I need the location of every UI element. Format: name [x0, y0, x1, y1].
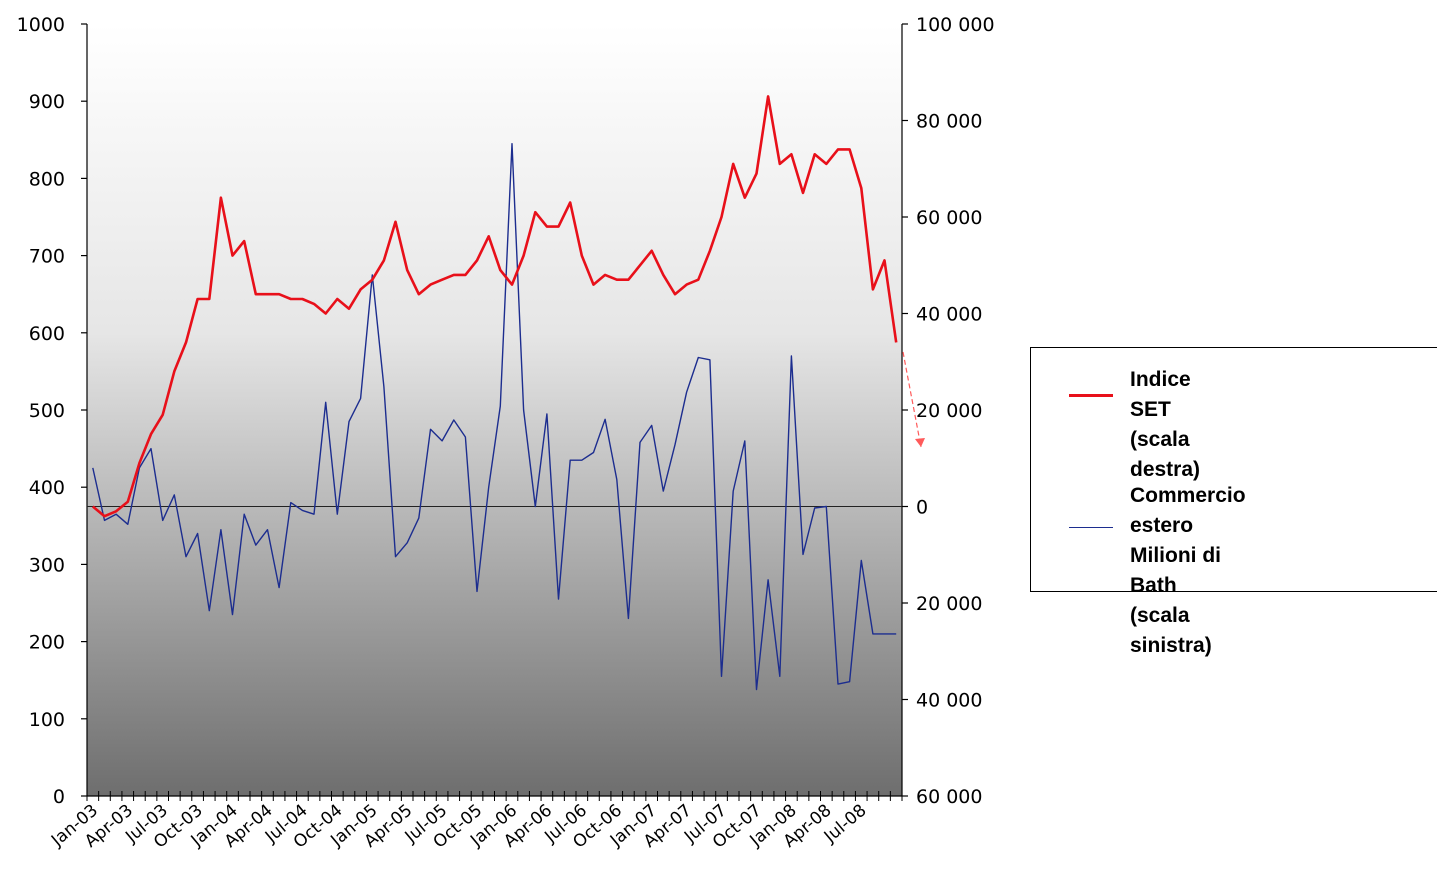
left-tick-label: 300: [29, 554, 65, 576]
left-tick-label: 0: [53, 786, 65, 808]
series-line-commercio-estero: [92, 142, 897, 691]
legend-label-set: Indice SET (scala destra): [1130, 368, 1201, 481]
trend-arrow: [902, 351, 922, 448]
trend-arrow-head: [915, 438, 925, 447]
right-tick-label: 80 000: [916, 111, 982, 133]
left-tick-label: 800: [29, 168, 65, 190]
right-tick-label: 20 000: [916, 400, 982, 422]
right-tick-label: 60 000: [916, 786, 982, 808]
left-tick-label: 400: [29, 477, 65, 499]
right-tick-label: 100 000: [916, 14, 995, 36]
right-tick-label: 20 000: [916, 593, 982, 615]
left-tick-label: 700: [29, 246, 65, 268]
right-tick-label: 0: [916, 497, 928, 519]
left-tick-label: 600: [29, 323, 65, 345]
legend-swatch-commercio: [1069, 527, 1113, 528]
left-tick-label: 1000: [17, 14, 65, 36]
left-tick-label: 100: [29, 709, 65, 731]
left-tick-label: 900: [29, 91, 65, 113]
legend: Indice SET (scala destra) Commercio este…: [1030, 347, 1437, 657]
legend-swatch-set: [1069, 394, 1113, 397]
right-tick-label: 60 000: [916, 207, 982, 229]
right-tick-label: 40 000: [916, 690, 982, 712]
series-line-indice-set: [91, 95, 898, 518]
plot-area: [87, 24, 902, 796]
left-tick-label: 200: [29, 632, 65, 654]
left-tick-label: 500: [29, 400, 65, 422]
right-tick-label: 40 000: [916, 304, 982, 326]
legend-label-commercio: Commercio estero Milioni di Bath (scala …: [1130, 484, 1246, 657]
